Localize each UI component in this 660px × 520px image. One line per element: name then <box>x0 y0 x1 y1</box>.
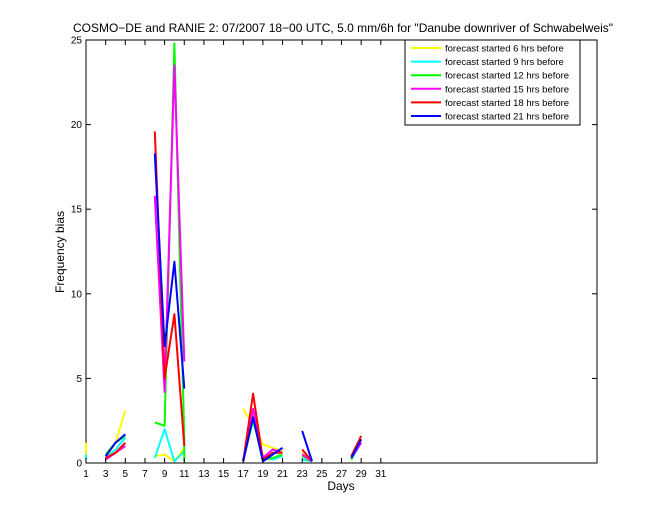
y-tick-label: 5 <box>76 374 82 385</box>
series-segment <box>350 438 363 459</box>
x-tick-label: 7 <box>142 469 148 480</box>
x-tick-label: 1 <box>83 469 89 480</box>
series-segment <box>153 153 186 389</box>
y-tick-label: 15 <box>71 205 83 216</box>
x-tick-label: 15 <box>218 469 230 480</box>
legend-entry: forecast started 6 hrs before <box>445 44 564 55</box>
x-tick-label: 17 <box>238 469 250 480</box>
series-segment <box>154 447 186 463</box>
legend-entry: forecast started 15 hrs before <box>445 84 569 95</box>
x-tick-label: 11 <box>179 469 190 480</box>
legend: forecast started 6 hrs before forecast st… <box>404 39 581 126</box>
series-segment <box>154 42 186 462</box>
series-segment <box>105 442 127 459</box>
x-tick-label: 19 <box>257 469 269 480</box>
chart-title: COSMO−DE and RANIE 2: 07/2007 18−00 UTC,… <box>73 21 613 35</box>
x-tick-label: 25 <box>316 469 328 480</box>
x-tick-label: 9 <box>162 469 168 480</box>
x-tick-label: 23 <box>297 469 309 480</box>
legend-entry: forecast started 21 hrs before <box>445 112 569 123</box>
x-tick-label: 3 <box>103 469 109 480</box>
series-segment <box>301 430 313 462</box>
series-segment <box>153 428 186 463</box>
y-tick-label: 20 <box>71 120 83 131</box>
x-tick-label: 5 <box>123 469 129 480</box>
y-tick-label: 0 <box>76 459 82 470</box>
y-tick-label: 25 <box>71 36 83 47</box>
x-tick-label: 27 <box>336 469 348 480</box>
y-tick-label: 10 <box>71 289 83 300</box>
x-tick-label: 29 <box>356 469 368 480</box>
legend-entry: forecast started 9 hrs before <box>445 57 564 68</box>
legend-entry: forecast started 18 hrs before <box>445 98 569 109</box>
series-segment <box>153 64 186 393</box>
legend-box <box>404 39 581 126</box>
series-segment <box>104 433 126 457</box>
x-tick-label: 21 <box>277 469 289 480</box>
legend-entry: forecast started 12 hrs before <box>445 71 569 82</box>
x-tick-label: 13 <box>198 469 210 480</box>
x-tick-label: 31 <box>375 469 387 480</box>
x-axis-label: Days <box>327 479 354 493</box>
y-axis-label: Frequency bias <box>53 211 67 293</box>
